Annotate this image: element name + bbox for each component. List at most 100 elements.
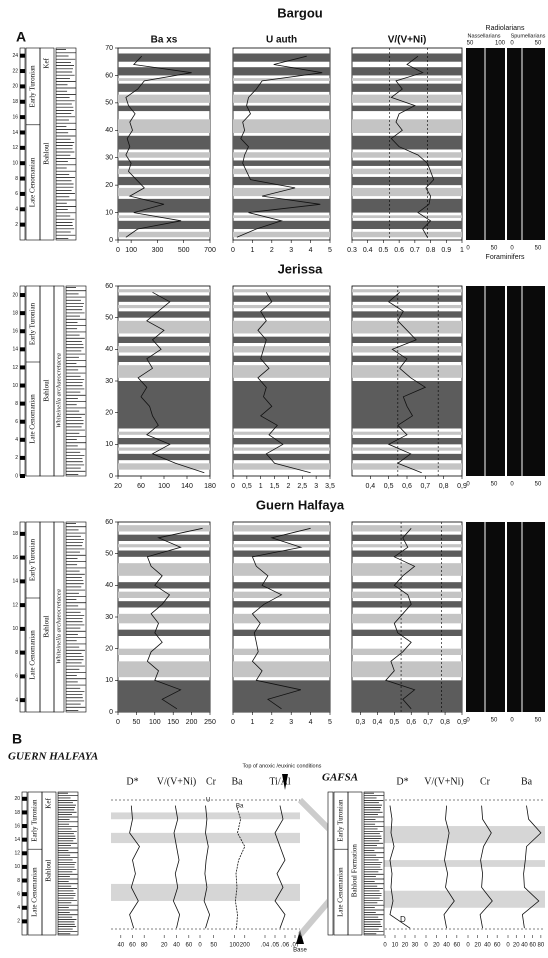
depth-label: 16 bbox=[12, 329, 18, 335]
facies-band bbox=[118, 447, 210, 451]
profile-line bbox=[387, 291, 427, 474]
facies-band bbox=[233, 601, 330, 608]
facies-band bbox=[352, 67, 462, 76]
facies-band bbox=[352, 305, 462, 309]
depth-label: 8 bbox=[17, 878, 20, 884]
facies-band bbox=[118, 544, 210, 548]
facies-band bbox=[352, 83, 462, 92]
bottom-tick-label: 50 bbox=[535, 246, 542, 252]
scale-tick bbox=[20, 99, 25, 104]
facies-band bbox=[118, 215, 210, 219]
zone-label: Whiteinella archaeocretacea bbox=[55, 589, 62, 664]
x-tick-label: 0,4 bbox=[365, 483, 375, 490]
x-tick-label: 0 bbox=[231, 483, 235, 490]
x-tick-label: 80 bbox=[538, 943, 545, 949]
facies-band bbox=[233, 94, 330, 103]
y-tick-label: 50 bbox=[105, 315, 113, 322]
x-tick-label: 100 bbox=[158, 483, 170, 490]
facies-band bbox=[352, 550, 462, 557]
facies-band bbox=[352, 463, 462, 470]
depth-label: 4 bbox=[15, 207, 18, 213]
facies-band bbox=[233, 78, 330, 81]
y-tick-label: 70 bbox=[105, 45, 113, 52]
facies-band bbox=[233, 311, 330, 318]
facies-band bbox=[118, 550, 210, 557]
facies-band bbox=[118, 438, 210, 445]
facies-band bbox=[352, 601, 462, 608]
x-tick-label: 60 bbox=[137, 483, 145, 490]
x-tick-label: 2 bbox=[286, 483, 290, 490]
scale-tick bbox=[20, 383, 25, 388]
lithology bbox=[65, 521, 87, 713]
x-tick-label: 0.4 bbox=[363, 247, 373, 254]
x-tick-label: 1 bbox=[460, 247, 464, 254]
facies-band bbox=[233, 365, 330, 378]
depth-label: 18 bbox=[12, 99, 18, 105]
x-tick-label: 0.9 bbox=[441, 247, 451, 254]
scale-tick bbox=[22, 878, 27, 883]
scale-tick bbox=[20, 437, 25, 442]
scale-tick bbox=[20, 69, 25, 74]
x-tick-label: 0,3 bbox=[356, 719, 366, 726]
scale-tick bbox=[20, 311, 25, 316]
zone-col bbox=[53, 521, 65, 713]
depth-label: 6 bbox=[15, 674, 18, 680]
facies-band bbox=[118, 613, 210, 624]
x-tick-label: 0.8 bbox=[426, 247, 436, 254]
facies-band bbox=[381, 826, 545, 844]
profile-line bbox=[234, 805, 246, 929]
stage-label: Late Cenomanian bbox=[29, 394, 37, 444]
x-tick-label: 1 bbox=[250, 247, 254, 254]
stage-label: Late Cenomanian bbox=[31, 867, 39, 917]
facies-band bbox=[233, 680, 330, 712]
facies-band bbox=[352, 187, 462, 197]
scale-tick bbox=[22, 919, 27, 924]
x-tick-label: 30 bbox=[412, 943, 419, 949]
x-tick-label: 20 bbox=[474, 943, 481, 949]
scale-tick bbox=[20, 84, 25, 89]
formation-label: Bahloul bbox=[43, 379, 51, 401]
scale-tick bbox=[20, 401, 25, 406]
zone-col bbox=[53, 285, 65, 477]
x-tick-label: 4 bbox=[309, 719, 313, 726]
facies-band bbox=[233, 320, 330, 334]
facies-band bbox=[118, 582, 210, 589]
series-name: D* bbox=[126, 776, 138, 787]
scale-tick bbox=[20, 222, 25, 227]
y-tick-label: 10 bbox=[105, 677, 113, 684]
depth-label: 16 bbox=[12, 114, 18, 120]
profile-line bbox=[390, 55, 435, 238]
x-tick-label: 500 bbox=[178, 247, 190, 254]
facies-band bbox=[352, 220, 462, 230]
bottom-tick-label: 0 bbox=[466, 482, 470, 488]
series-name: Ti/Al bbox=[269, 776, 291, 787]
facies-band bbox=[352, 119, 462, 134]
top-tick-label: 50 bbox=[467, 41, 474, 47]
y-tick-label: 60 bbox=[105, 519, 113, 526]
scale-tick bbox=[20, 115, 25, 120]
profile-line bbox=[129, 805, 140, 929]
facies-band bbox=[352, 613, 462, 624]
depth-label: 12 bbox=[14, 851, 20, 857]
depth-label: 8 bbox=[15, 401, 18, 407]
x-tick-label: 20 bbox=[433, 943, 440, 949]
facies-band bbox=[118, 119, 210, 134]
scale-tick bbox=[20, 347, 25, 352]
facies-band bbox=[118, 463, 210, 470]
facies-band bbox=[233, 629, 330, 636]
scale-tick bbox=[20, 579, 25, 584]
x-tick-label: 60 bbox=[454, 943, 461, 949]
bottom-tick-label: 0 bbox=[510, 718, 514, 724]
facies-band bbox=[352, 152, 462, 158]
facies-band bbox=[118, 346, 210, 353]
facies-band bbox=[118, 453, 210, 461]
facies-band bbox=[118, 431, 210, 435]
facies-band bbox=[118, 53, 210, 62]
section-title: GAFSA bbox=[322, 772, 358, 784]
scale-tick bbox=[20, 207, 25, 212]
panel-label: B bbox=[12, 731, 22, 747]
annotation: Ba bbox=[236, 804, 244, 810]
y-tick-label: 50 bbox=[105, 551, 113, 558]
facies-band bbox=[352, 525, 462, 532]
